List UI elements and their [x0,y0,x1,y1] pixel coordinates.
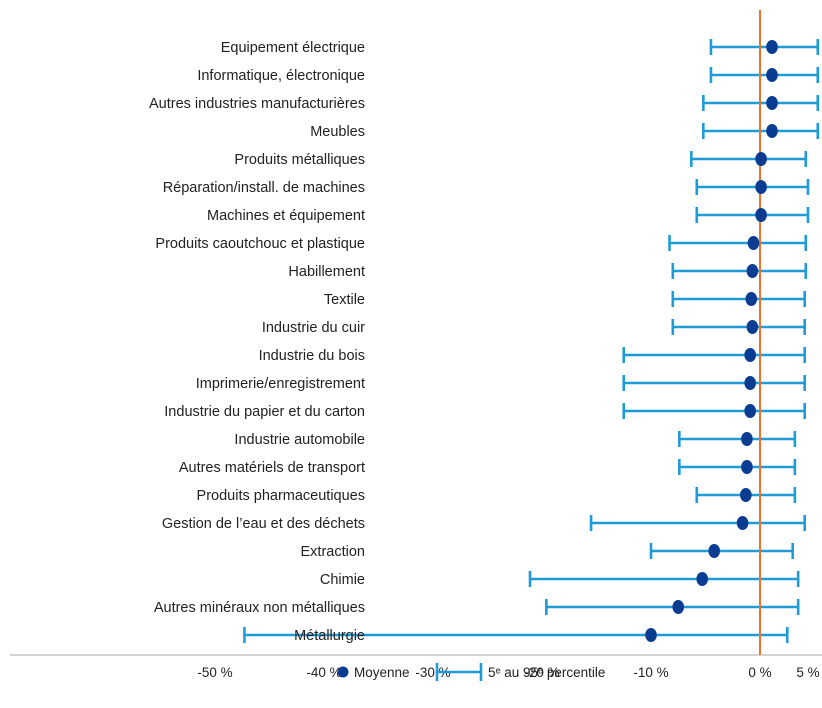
mean-point [755,180,767,194]
x-tick-label: 5 % [796,665,819,680]
x-tick-label: -30 % [415,665,450,680]
mean-point [766,40,778,54]
category-label: Habillement [288,264,365,280]
category-labels: Equipement électrique Informatique, élect… [149,40,365,644]
category-label: Produits métalliques [234,152,365,168]
category-label: Industrie du bois [259,348,365,364]
x-tick-label: 0 % [748,665,771,680]
x-tick-label: -10 % [633,665,668,680]
category-label: Autres matériels de transport [179,460,365,476]
mean-point [745,292,758,306]
category-label: Extraction [301,544,365,560]
mean-points-layer [645,40,778,642]
category-label: Produits pharmaceutiques [197,488,365,504]
category-label: Machines et équipement [207,208,365,224]
category-label: Informatique, électronique [197,68,365,84]
mean-point [696,572,709,586]
category-label: Meubles [310,124,365,140]
category-label: Industrie automobile [234,432,365,448]
category-label: Industrie du papier et du carton [164,404,365,420]
category-label: Chimie [320,572,365,588]
range-bars-layer [243,39,820,643]
mean-point [746,264,759,278]
mean-point [747,236,760,250]
category-label: Autres minéraux non métalliques [154,600,365,616]
legend-range-label: 5ᵉ au 95ᵉ percentile [488,665,605,680]
mean-point [766,68,778,82]
legend: Moyenne 5ᵉ au 95ᵉ percentile [337,663,605,681]
category-label: Equipement électrique [221,40,365,56]
mean-point [708,544,721,558]
category-label: Produits caoutchouc et plastique [155,236,365,252]
category-label: Industrie du cuir [262,320,365,336]
mean-point [672,600,685,614]
category-label: Autres industries manufacturières [149,96,365,112]
category-label: Métallurgie [294,628,365,644]
mean-point [746,320,759,334]
mean-point [766,96,778,110]
mean-point [766,124,778,138]
x-tick-label: -20 % [524,665,559,680]
mean-point [744,348,756,362]
x-tick-label: -40 % [306,665,341,680]
mean-point [736,516,749,530]
legend-mean-marker [337,666,349,678]
mean-point [755,208,767,222]
mean-point [744,404,756,418]
category-label: Gestion de l’eau et des déchets [162,516,365,532]
mean-point [741,460,753,474]
mean-point [645,628,657,642]
legend-mean-label: Moyenne [354,665,410,680]
mean-point [740,488,752,502]
category-label: Imprimerie/enregistrement [196,376,365,392]
category-label: Réparation/install. de machines [163,180,365,196]
x-axis: -50 % -40 % -30 % -20 % -10 % 0 % 5 % [10,654,822,680]
category-label: Textile [324,292,365,308]
mean-point [755,152,767,166]
mean-point [741,432,753,446]
mean-point [744,376,756,390]
x-tick-label: -50 % [197,665,232,680]
